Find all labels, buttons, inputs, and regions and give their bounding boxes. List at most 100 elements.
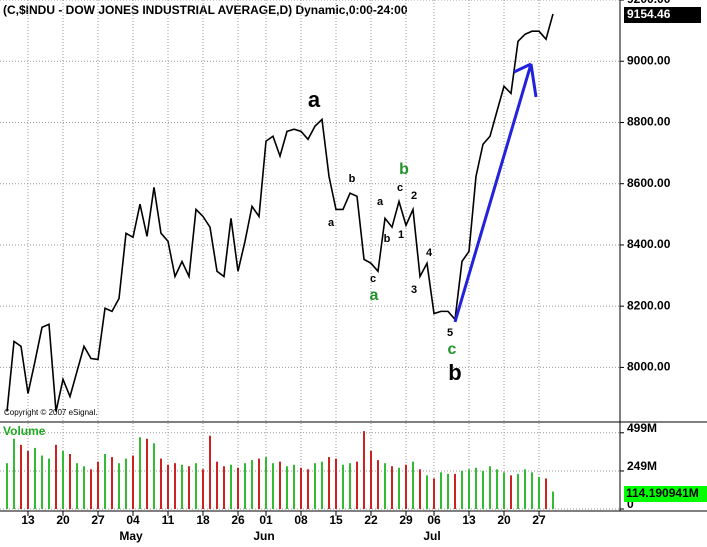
month-label: May [119,529,143,543]
volume-bar [76,463,78,509]
volume-bar [272,463,274,509]
volume-bar [265,457,267,509]
volume-bar [244,463,246,509]
volume-bar [195,463,197,509]
x-tick-label: 06 [427,513,441,527]
x-tick-label: 15 [329,513,343,527]
last-volume-label: 114.190941M [626,486,699,500]
volume-bar [363,431,365,509]
volume-bar [489,466,491,509]
volume-bar [426,475,428,509]
volume-bar [475,467,477,509]
volume-bar [286,466,288,509]
wave-label: b [349,173,356,185]
volume-bar [279,461,281,509]
volume-label: Volume [3,424,46,438]
x-tick-label: 18 [196,513,210,527]
wave-label: 4 [426,247,433,259]
volume-bar [104,454,106,509]
wave-label: a [308,87,321,112]
volume-bar [230,464,232,509]
volume-bar [55,444,57,509]
x-tick-label: 01 [259,513,273,527]
volume-bar [321,461,323,509]
wave-label: b [384,233,391,245]
volume-bar [370,450,372,509]
volume-bar [216,461,218,509]
volume-bar [517,473,519,509]
volume-bar [524,469,526,509]
trend-arrow [453,63,538,323]
volume-bar [545,478,547,509]
x-tick-label: 26 [231,513,245,527]
last-volume-box [624,486,707,502]
y-tick-label: 9200.00 [627,0,671,6]
volume-bar [419,469,421,509]
y2-tick-label: 249M [627,459,657,473]
wave-label: 3 [411,284,417,296]
volume-bar [20,444,22,509]
volume-bar [125,458,127,509]
volume-bar [356,461,358,509]
y-tick-label: 8000.00 [627,360,671,374]
x-tick-label: 29 [399,513,413,527]
volume-bar [468,469,470,509]
volume-bar [237,467,239,509]
volume-bar [181,464,183,509]
volume-bar [146,438,148,509]
volume-bar [118,463,120,509]
volume-bar [482,470,484,509]
wave-label: a [328,217,335,229]
y-tick-label: 8400.00 [627,237,671,251]
volume-bar [510,475,512,509]
x-tick-label: 20 [497,513,511,527]
volume-bar [377,460,379,509]
volume-bar [405,464,407,509]
wave-label: a [370,287,379,304]
volume-bar [538,476,540,509]
copyright: Copyright © 2007 eSignal. [4,408,98,417]
last-price-box [624,7,701,23]
volume-bar [13,438,15,509]
volume-bar [153,443,155,509]
last-price-label: 9154.46 [627,7,671,21]
volume-bar [27,450,29,509]
x-tick-label: 22 [364,513,378,527]
volume-bar [111,457,113,509]
grid [0,0,620,510]
volume-bar [349,463,351,509]
wave-label: c [397,182,403,194]
volume-bar [202,469,204,509]
x-tick-label: 13 [462,513,476,527]
volume-bar [132,455,134,509]
volume-bar [335,458,337,509]
volume-bar [391,466,393,509]
wave-label: c [370,273,376,285]
volume-bar [447,473,449,509]
x-tick-label: 04 [126,513,140,527]
volume-bar [454,473,456,509]
chart-title: (C,$INDU - DOW JONES INDUSTRIAL AVERAGE,… [3,3,408,17]
volume-bar [209,435,211,509]
volume-bar [398,467,400,509]
price-line [6,13,554,412]
volume-bar [34,447,36,509]
volume-bar [503,472,505,509]
volume-bar [384,463,386,509]
y2-tick-label: 499M [627,421,657,435]
volume-bar [97,461,99,509]
x-tick-label: 13 [21,513,35,527]
volume-bar [342,464,344,509]
volume-bar [6,463,8,509]
volume-bar [307,469,309,509]
volume-bar [167,464,169,509]
volume-bar [41,455,43,509]
volume-bar [62,450,64,509]
x-tick-label: 27 [532,513,546,527]
wave-label: b [448,360,461,385]
volume-bar [188,466,190,509]
wave-label: 2 [411,190,417,202]
volume-bar [83,466,85,509]
